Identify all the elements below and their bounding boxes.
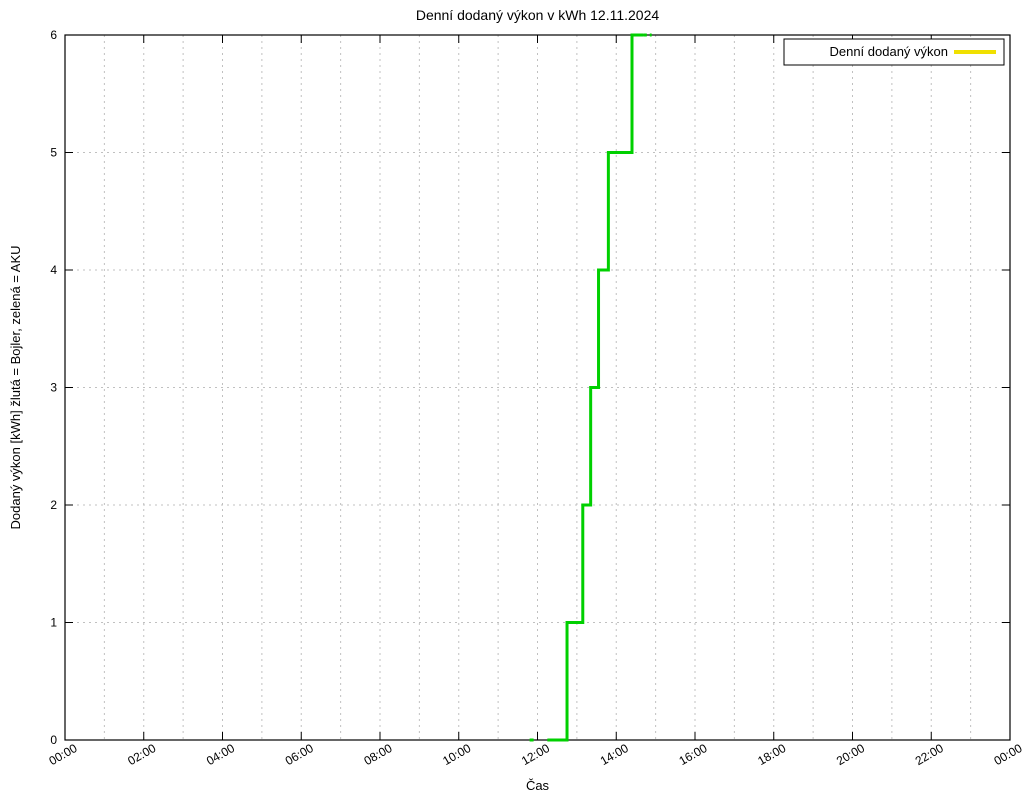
ytick-label: 3 bbox=[50, 381, 57, 395]
chart-bg bbox=[0, 0, 1024, 800]
ytick-label: 1 bbox=[50, 616, 57, 630]
ytick-label: 5 bbox=[50, 146, 57, 160]
ytick-label: 2 bbox=[50, 498, 57, 512]
ytick-label: 0 bbox=[50, 733, 57, 747]
chart-svg: 00:0002:0004:0006:0008:0010:0012:0014:00… bbox=[0, 0, 1024, 800]
ytick-label: 6 bbox=[50, 28, 57, 42]
chart-container: 00:0002:0004:0006:0008:0010:0012:0014:00… bbox=[0, 0, 1024, 800]
chart-title: Denní dodaný výkon v kWh 12.11.2024 bbox=[416, 7, 660, 23]
x-axis-label: Čas bbox=[526, 778, 550, 793]
ytick-label: 4 bbox=[50, 263, 57, 277]
legend-label: Denní dodaný výkon bbox=[829, 44, 948, 59]
y-axis-label: Dodaný výkon [kWh] žlutá = Bojler, zelen… bbox=[8, 246, 23, 530]
